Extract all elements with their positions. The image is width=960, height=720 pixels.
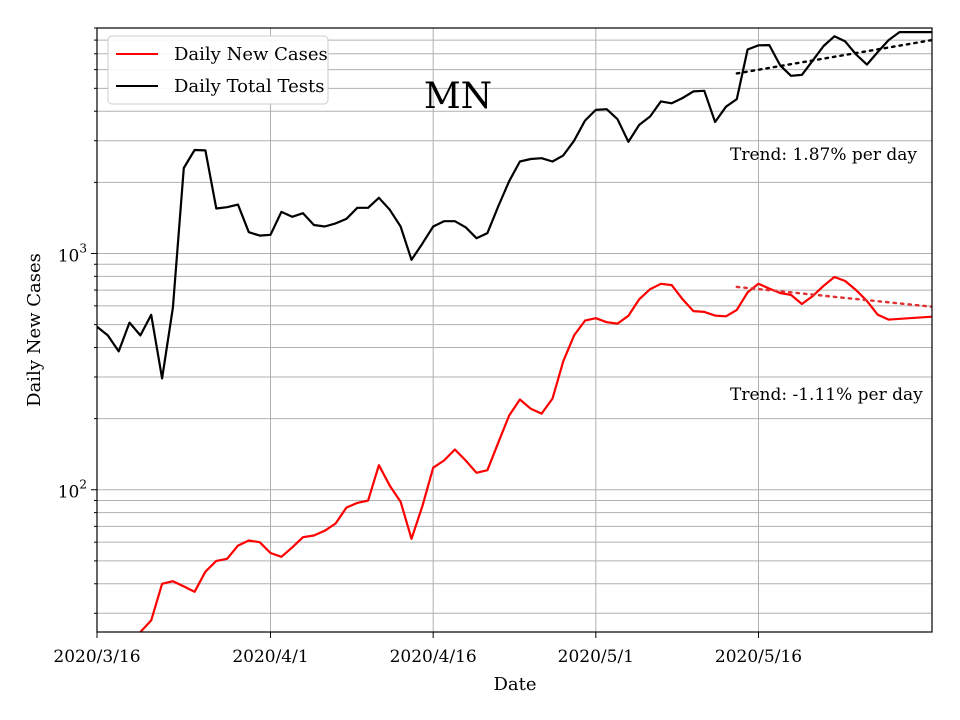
x-tick-label: 2020/5/1	[558, 647, 634, 667]
chart-title: MN	[424, 76, 492, 117]
y-axis-label: Daily New Cases	[24, 253, 45, 407]
trend-line-tests	[735, 38, 932, 75]
trend-annotation-cases: Trend: -1.11% per day	[730, 385, 923, 405]
series-line-daily-new-cases	[139, 275, 932, 632]
legend-label-cases: Daily New Cases	[174, 44, 328, 65]
grid	[96, 27, 932, 632]
x-tick-label: 2020/4/16	[390, 647, 477, 667]
trend-layer	[735, 38, 932, 308]
trend-line-cases	[735, 285, 932, 308]
trend-annotations: Trend: 1.87% per day Trend: -1.11% per d…	[730, 145, 923, 405]
legend-box	[107, 35, 329, 105]
legend-label-tests: Daily Total Tests	[174, 76, 324, 97]
trend-annotation-tests: Trend: 1.87% per day	[730, 145, 917, 165]
x-tick-label: 2020/4/1	[232, 647, 308, 667]
x-tick-label: 2020/3/16	[53, 647, 140, 667]
series-line-daily-total-tests	[97, 30, 932, 380]
legend: Daily New Cases Daily Total Tests	[107, 35, 329, 105]
tick-layer: 2020/3/16 2020/4/1 2020/4/16 2020/5/1 2020/5…	[53, 27, 802, 667]
y-tick-label: 102	[58, 478, 87, 503]
x-tick-label: 2020/5/16	[715, 647, 802, 667]
series-layer	[97, 30, 932, 632]
y-tick-label: 103	[58, 241, 87, 266]
x-axis-label: Date	[493, 674, 536, 695]
plot-frame	[96, 27, 933, 633]
